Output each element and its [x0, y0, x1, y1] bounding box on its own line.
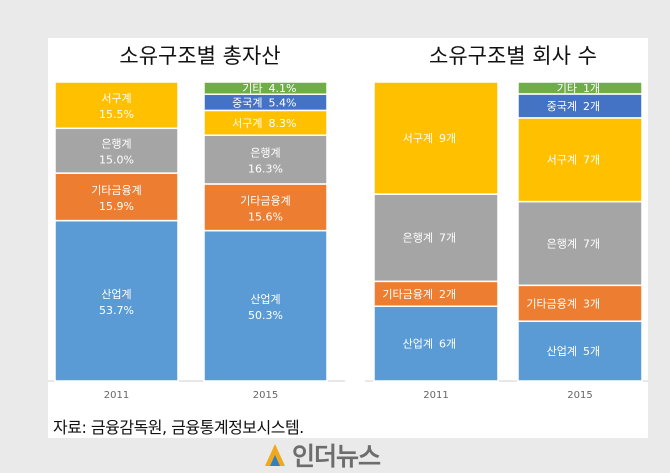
segment-name-2-2015-3: 서구계	[547, 154, 577, 167]
category-label-1-2015: 2015	[253, 390, 278, 401]
segment-name-1-2011-1: 기타금융계	[91, 184, 142, 197]
segment-value-2-2015-3: 7개	[583, 154, 600, 167]
bar-segment-1-2015-4	[203, 93, 328, 112]
chart-title-1: 소유구조별 총자산	[119, 44, 280, 68]
bar-segment-2-2011-1	[373, 280, 499, 308]
segment-value-1-2015-0: 50.3%	[248, 309, 283, 322]
segment-name-2-2011-0: 산업계	[403, 338, 433, 351]
bar-segment-2-2011-0	[373, 305, 499, 382]
segment-name-2-2011-1: 기타금융계	[382, 288, 433, 301]
segment-value-1-2015-4: 5.4%	[269, 96, 297, 109]
bar-segment-1-2011-1	[54, 172, 179, 222]
segment-name-1-2015-4: 중국계	[232, 96, 262, 109]
segment-value-2-2015-4: 2개	[583, 100, 600, 113]
segment-value-1-2011-2: 15.0%	[99, 154, 134, 167]
bar-segment-2-2011-3	[373, 81, 499, 195]
segment-name-2-2015-5: 기타	[557, 82, 577, 95]
segment-value-2-2015-0: 5개	[583, 345, 600, 358]
segment-value-1-2015-5: 4.1%	[269, 82, 297, 95]
category-label-2-2015: 2015	[567, 390, 592, 401]
segment-name-1-2015-1: 기타금융계	[240, 194, 291, 207]
chart-title-2: 소유구조별 회사 수	[429, 44, 597, 68]
segment-name-1-2015-0: 산업계	[250, 293, 280, 306]
category-label-1-2011: 2011	[104, 390, 129, 401]
source-note: 자료: 금융감독원, 금융통계정보시스템.	[53, 418, 304, 437]
segment-value-2-2011-1: 2개	[439, 288, 456, 301]
segment-name-2-2015-4: 중국계	[547, 100, 577, 113]
bar-segment-1-2015-1	[203, 183, 328, 232]
bar-segment-1-2011-3	[54, 81, 179, 130]
logo-icon	[265, 443, 285, 466]
bar-segment-1-2011-0	[54, 219, 179, 382]
segment-name-2-2015-2: 은행계	[547, 237, 577, 250]
segment-value-1-2015-1: 15.6%	[248, 210, 283, 223]
bar-segment-2-2015-1	[517, 284, 643, 322]
segment-value-2-2015-2: 7개	[583, 237, 600, 250]
segment-value-2-2015-1: 3개	[583, 297, 600, 310]
bar-segment-1-2015-2	[203, 134, 328, 185]
bar-segment-2-2015-3	[517, 117, 643, 203]
segment-value-1-2011-1: 15.9%	[99, 200, 134, 213]
bar-segment-1-2015-5	[203, 81, 328, 96]
segment-name-1-2015-3: 서구계	[232, 117, 262, 130]
segment-value-1-2015-2: 16.3%	[248, 163, 283, 176]
segment-name-1-2011-3: 서구계	[101, 92, 131, 105]
segment-value-2-2015-5: 1개	[583, 82, 600, 95]
logo-text: 인더뉴스	[292, 441, 381, 471]
segment-name-1-2011-2: 은행계	[101, 138, 131, 151]
segment-value-1-2011-0: 53.7%	[99, 304, 134, 317]
bar-segment-2-2015-0	[517, 320, 643, 382]
segment-name-1-2011-0: 산업계	[101, 288, 131, 301]
bar-segment-2-2015-2	[517, 200, 643, 287]
bar-segment-1-2015-0	[203, 229, 328, 382]
bar-segment-2-2015-4	[517, 93, 643, 119]
bar-segment-2-2015-5	[517, 81, 643, 95]
segment-value-2-2011-0: 6개	[439, 338, 456, 351]
category-label-2-2011: 2011	[423, 390, 448, 401]
segment-value-2-2011-3: 9개	[439, 132, 456, 145]
bar-segment-2-2011-2	[373, 193, 499, 283]
segment-name-2-2011-2: 은행계	[403, 232, 433, 245]
segment-name-2-2011-3: 서구계	[403, 132, 433, 145]
bar-segment-1-2015-3	[203, 109, 328, 136]
segment-name-2-2015-0: 산업계	[547, 345, 577, 358]
logo: 인더뉴스	[262, 440, 381, 471]
segment-name-1-2015-2: 은행계	[250, 147, 280, 160]
segment-value-1-2011-3: 15.5%	[99, 108, 134, 121]
segment-value-1-2015-3: 8.3%	[269, 117, 297, 130]
segment-name-1-2015-5: 기타	[242, 82, 262, 95]
segment-value-2-2011-2: 7개	[439, 232, 456, 245]
segment-name-2-2015-1: 기타금융계	[526, 297, 577, 310]
